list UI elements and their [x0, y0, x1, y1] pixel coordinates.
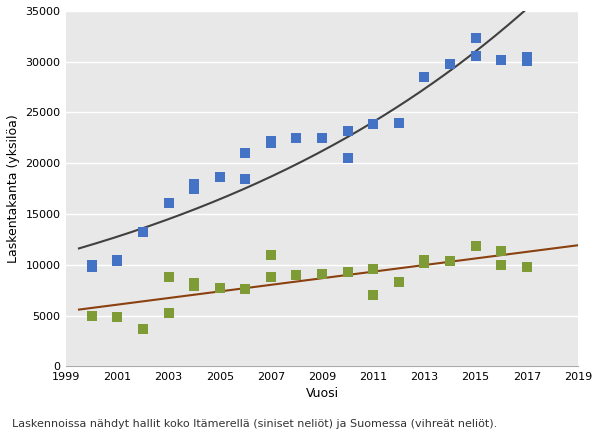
Point	[343, 127, 352, 134]
Point	[113, 313, 122, 320]
Point	[113, 256, 122, 263]
Point	[471, 243, 480, 250]
Point	[266, 138, 276, 145]
Point	[317, 134, 327, 141]
Point	[471, 35, 480, 42]
Point	[164, 310, 173, 317]
X-axis label: Vuosi: Vuosi	[305, 387, 338, 400]
Point	[241, 176, 250, 183]
Point	[471, 52, 480, 59]
Point	[113, 257, 122, 264]
Y-axis label: Laskentakanta (yksilöa): Laskentakanta (yksilöa)	[7, 114, 20, 263]
Point	[189, 180, 199, 187]
Point	[497, 247, 506, 254]
Point	[87, 261, 96, 268]
Point	[394, 279, 404, 286]
Point	[138, 325, 148, 332]
Point	[497, 261, 506, 268]
Point	[522, 53, 531, 60]
Point	[292, 272, 301, 279]
Point	[241, 149, 250, 156]
Point	[497, 56, 506, 63]
Point	[394, 119, 404, 126]
Point	[368, 120, 378, 127]
Point	[420, 259, 429, 266]
Point	[317, 270, 327, 277]
Point	[368, 265, 378, 272]
Point	[266, 139, 276, 146]
Point	[445, 257, 455, 264]
Point	[87, 312, 96, 319]
Point	[343, 155, 352, 162]
Point	[343, 268, 352, 276]
Point	[189, 283, 199, 290]
Point	[292, 134, 301, 141]
Point	[266, 251, 276, 258]
Point	[522, 57, 531, 64]
Point	[189, 185, 199, 192]
Point	[445, 60, 455, 67]
Point	[215, 285, 225, 292]
Point	[164, 199, 173, 206]
Point	[189, 279, 199, 286]
Point	[215, 174, 225, 181]
Point	[138, 229, 148, 236]
Point	[241, 286, 250, 293]
Point	[420, 256, 429, 263]
Point	[420, 74, 429, 81]
Point	[164, 273, 173, 280]
Text: Laskennoissa nähdyt hallit koko Itämerellä (siniset neliöt) ja Suomessa (vihreät: Laskennoissa nähdyt hallit koko Itämerel…	[12, 419, 497, 429]
Point	[87, 263, 96, 270]
Point	[266, 273, 276, 280]
Point	[522, 263, 531, 270]
Point	[368, 292, 378, 299]
